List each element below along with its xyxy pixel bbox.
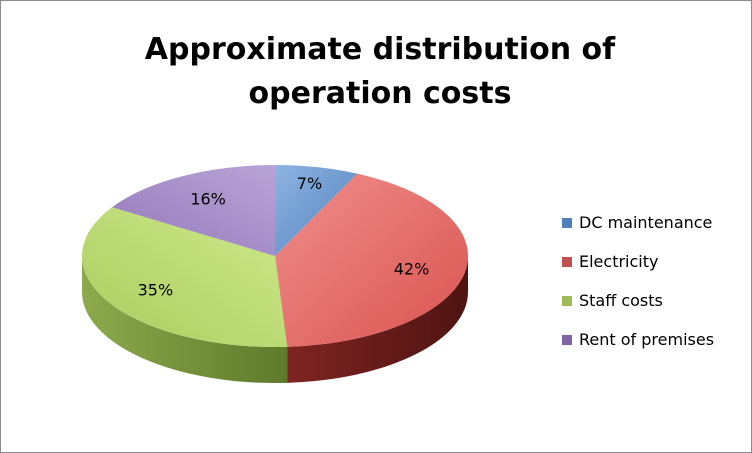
legend: DC maintenance Electricity Staff costs R… (562, 208, 748, 354)
legend-swatch (562, 217, 572, 228)
legend-swatch (562, 256, 572, 267)
pie-slice-staff-costs (81, 207, 288, 347)
data-label-staff-costs: 35% (138, 280, 174, 299)
legend-swatch (562, 295, 572, 306)
chart-title: Approximate distribution of operation co… (144, 32, 616, 111)
data-label-rent-of-premises: 16% (190, 190, 226, 209)
data-label-electricity: 42% (394, 259, 430, 278)
legend-label: Rent of premises (579, 330, 715, 349)
data-label-dc-maintenance: 7% (297, 174, 322, 193)
pie-side-staff-costs (82, 256, 288, 383)
pie-slice-dc-maintenance (275, 165, 358, 256)
legend-label: Electricity (579, 252, 659, 271)
pie-slice-rent-of-premises (112, 165, 275, 256)
legend-item-rent-of-premises: Rent of premises (562, 325, 748, 354)
legend-label: DC maintenance (579, 213, 713, 232)
legend-item-dc-maintenance: DC maintenance (562, 208, 748, 237)
legend-swatch (562, 334, 572, 345)
pie-side-electricity (287, 256, 468, 383)
pie-slice-electricity (275, 173, 469, 347)
legend-item-staff-costs: Staff costs (562, 286, 748, 315)
legend-item-electricity: Electricity (562, 247, 748, 276)
legend-label: Staff costs (579, 291, 663, 310)
